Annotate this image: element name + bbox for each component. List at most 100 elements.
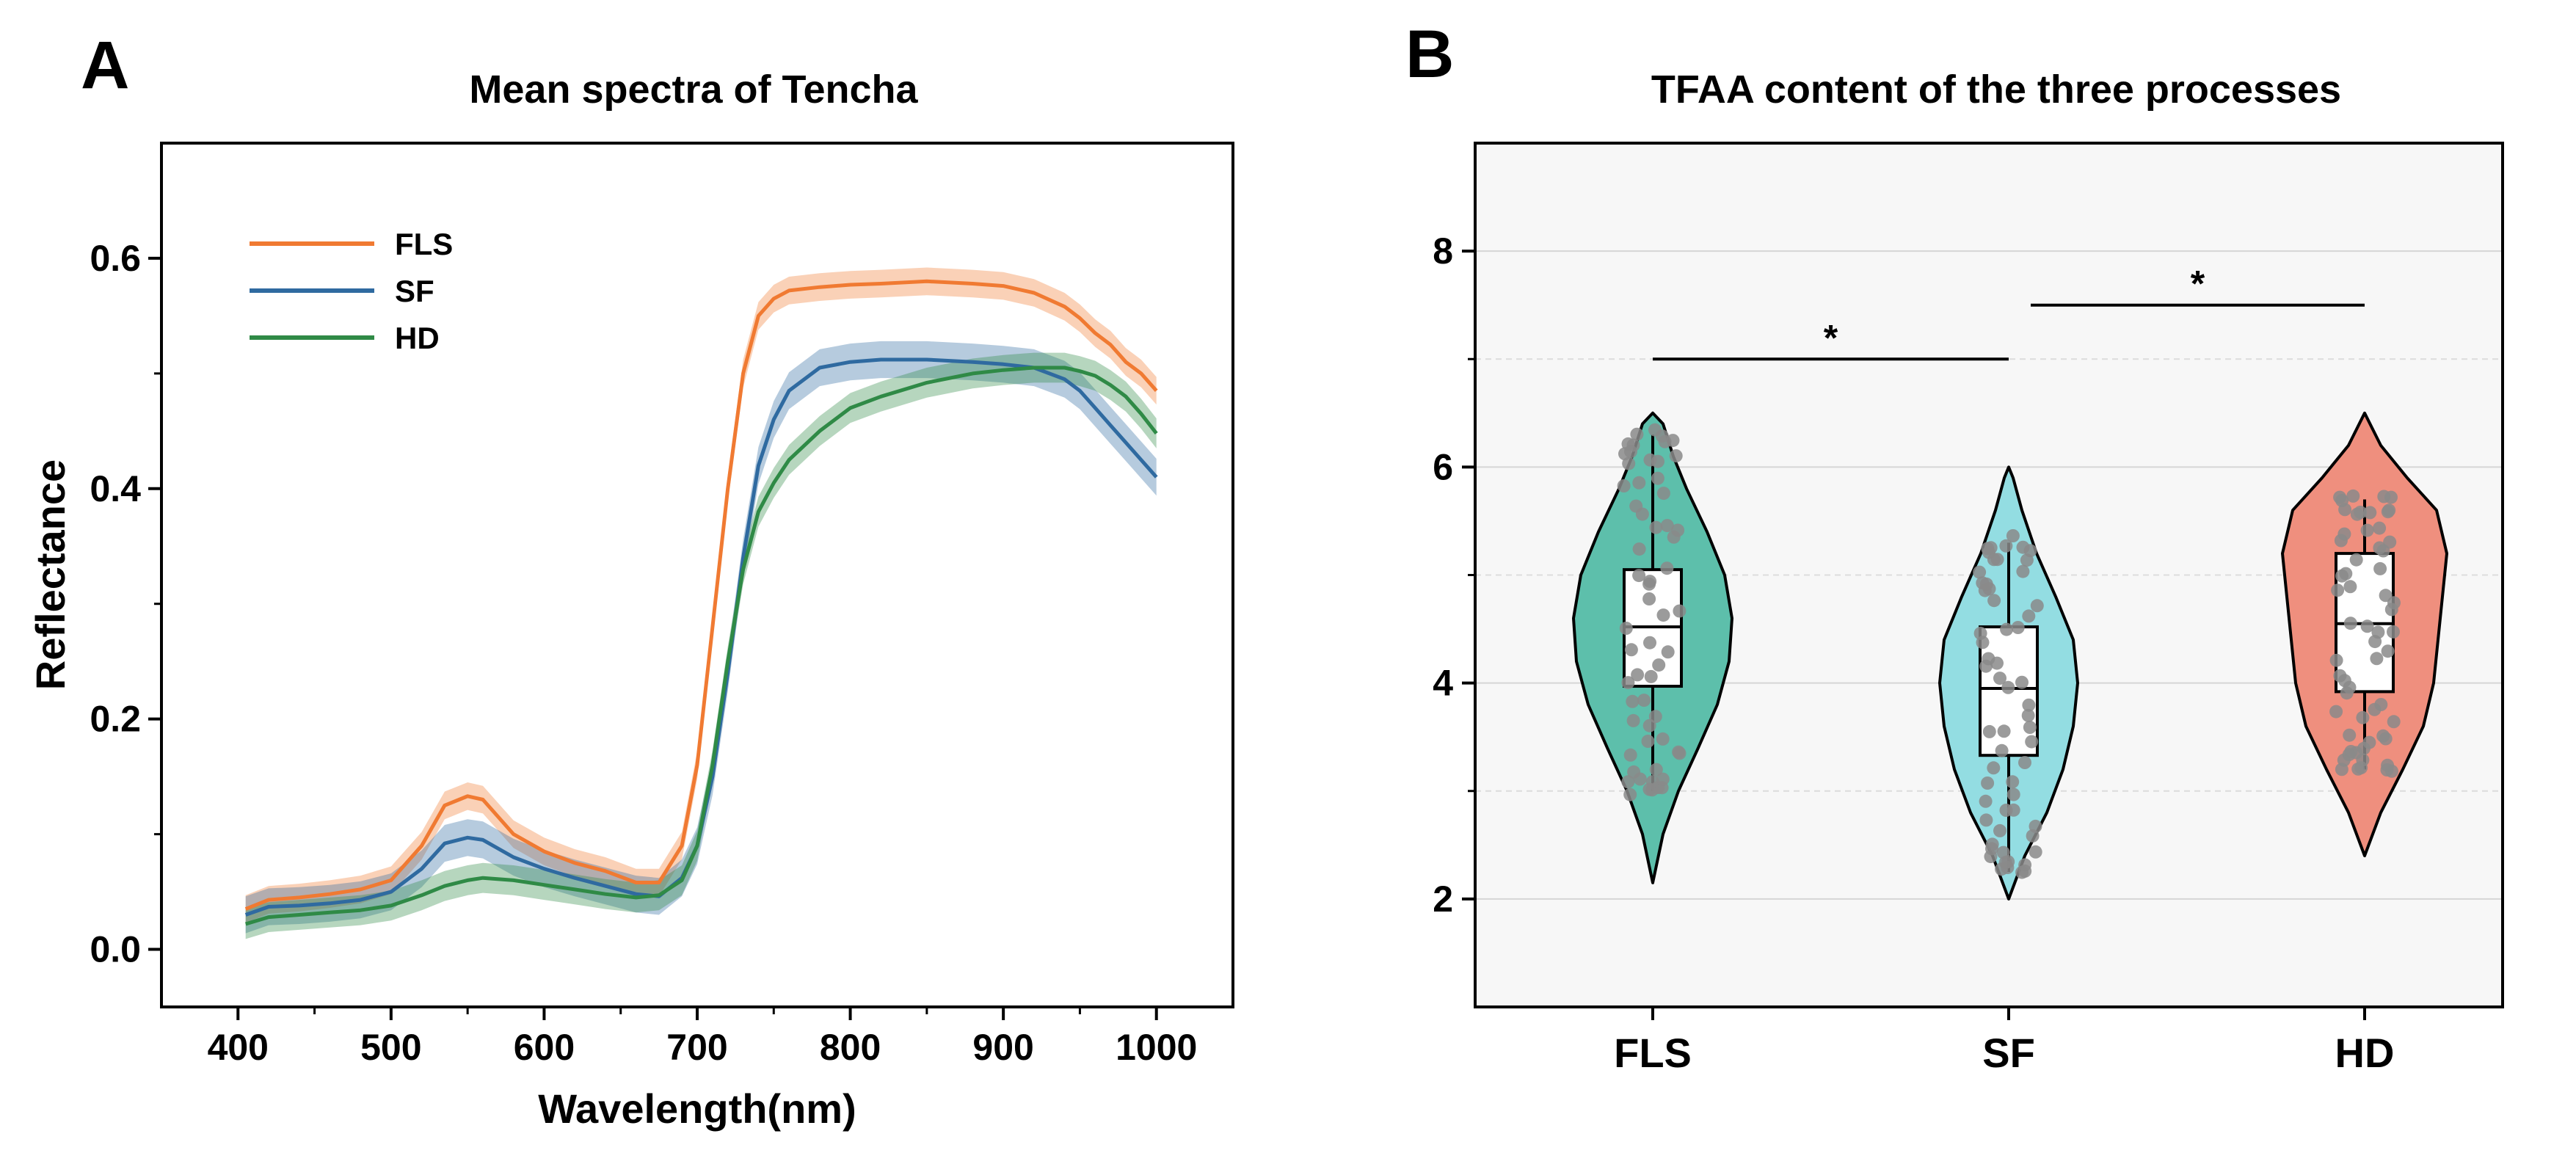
data-point [1987, 594, 2001, 608]
data-point [1656, 732, 1670, 746]
data-point [1660, 519, 1674, 533]
y-axis-ticks-b: 2 4 6 8 [1433, 230, 1475, 920]
data-point [1656, 608, 1670, 622]
data-point [1979, 794, 1993, 808]
data-point [1993, 823, 2006, 837]
data-point [2016, 540, 2030, 554]
data-point [1643, 636, 1656, 650]
data-point [2331, 583, 2345, 597]
spectra-lines [244, 279, 1158, 926]
x-tick-label-sf: SF [1982, 1030, 2035, 1076]
data-point [1621, 775, 1635, 789]
data-point [1982, 652, 1995, 666]
x-tick-label-1000: 1000 [1116, 1027, 1197, 1068]
data-point [1631, 668, 1645, 682]
data-point [1996, 845, 2010, 859]
data-point [2023, 721, 2037, 734]
data-point [1981, 776, 1995, 790]
panel-b-violin-chart: B TFAA content of the three processes **… [1405, 17, 2504, 1076]
x-tick-label-900: 900 [972, 1027, 1033, 1068]
data-point [1632, 569, 1646, 583]
x-axis-label-a: Wavelength(nm) [538, 1085, 856, 1132]
data-point [1623, 748, 1637, 762]
data-point [1661, 645, 1675, 659]
data-point [2025, 735, 2039, 749]
data-point [2371, 625, 2385, 639]
data-point [1617, 479, 1631, 492]
data-point [1632, 476, 1646, 490]
data-point [1981, 542, 1995, 556]
data-point [2337, 527, 2351, 541]
data-point [1648, 710, 1662, 724]
data-point [1649, 520, 1663, 534]
data-point [1999, 539, 2013, 553]
data-point [2362, 735, 2376, 749]
data-point [1629, 499, 1643, 513]
data-point [1993, 672, 2006, 685]
data-point [2030, 599, 2044, 613]
data-point [1642, 592, 1656, 605]
x-tick-label-800: 800 [820, 1027, 881, 1068]
y-tick-label-0.6: 0.6 [90, 238, 141, 279]
chart-title-a: Mean spectra of Tencha [469, 68, 918, 112]
data-point [1643, 575, 1657, 589]
x-tick-label-500: 500 [360, 1027, 421, 1068]
data-point [2329, 653, 2343, 667]
data-point [2006, 529, 2020, 542]
data-point [1660, 561, 1674, 575]
data-point [2329, 705, 2343, 719]
data-point [1630, 427, 1644, 441]
data-point [2015, 675, 2029, 689]
y-axis-label-a: Reflectance [27, 459, 73, 690]
significance-star: * [1824, 317, 1838, 358]
data-point [2376, 729, 2390, 743]
y-tick-label-2: 2 [1433, 879, 1453, 920]
data-point [1626, 694, 1640, 708]
data-point [2370, 652, 2384, 666]
data-point [2387, 715, 2401, 729]
data-point [2349, 553, 2363, 567]
data-point [2343, 728, 2357, 742]
data-point [1669, 449, 1683, 463]
data-point [2011, 621, 2025, 634]
x-axis-ticks-b: FLS SF HD [1614, 1007, 2394, 1076]
data-point [2006, 788, 2020, 801]
legend-label-sf: SF [395, 274, 434, 308]
significance-brackets: ** [1653, 263, 2365, 361]
y-tick-label-6: 6 [1433, 446, 1453, 487]
data-point [2379, 589, 2393, 603]
y-tick-label-8: 8 [1433, 230, 1453, 272]
data-point [1626, 713, 1640, 727]
data-point [2022, 698, 2036, 712]
data-point [1979, 813, 1993, 827]
x-tick-label-400: 400 [208, 1027, 269, 1068]
data-point [1985, 842, 1998, 856]
data-point [2383, 535, 2397, 549]
panel-letter-b: B [1405, 17, 1454, 92]
data-point [2335, 494, 2349, 507]
data-point [2382, 503, 2396, 517]
significance-star: * [2191, 263, 2205, 305]
y-tick-label-0.4: 0.4 [90, 468, 141, 509]
data-point [1623, 788, 1637, 801]
data-point [2360, 523, 2374, 537]
data-point [2346, 489, 2360, 503]
data-point [1652, 658, 1666, 672]
x-tick-label-600: 600 [514, 1027, 575, 1068]
data-point [1673, 746, 1687, 760]
data-point [2356, 710, 2370, 724]
data-point [2006, 775, 2020, 789]
error-band-hd [245, 352, 1157, 939]
data-point [1621, 676, 1635, 690]
data-point [2374, 698, 2388, 711]
data-point [2337, 674, 2351, 688]
data-point [1997, 724, 2011, 738]
legend-label-fls: FLS [395, 227, 453, 261]
violins [1572, 411, 2448, 901]
data-point [1627, 765, 1641, 779]
x-tick-label-700: 700 [666, 1027, 727, 1068]
data-point [2343, 580, 2357, 594]
panel-a-spectra-chart: A Mean spectra of Tencha 400 500 600 700 800… [27, 28, 1234, 1132]
data-point [2373, 561, 2387, 575]
